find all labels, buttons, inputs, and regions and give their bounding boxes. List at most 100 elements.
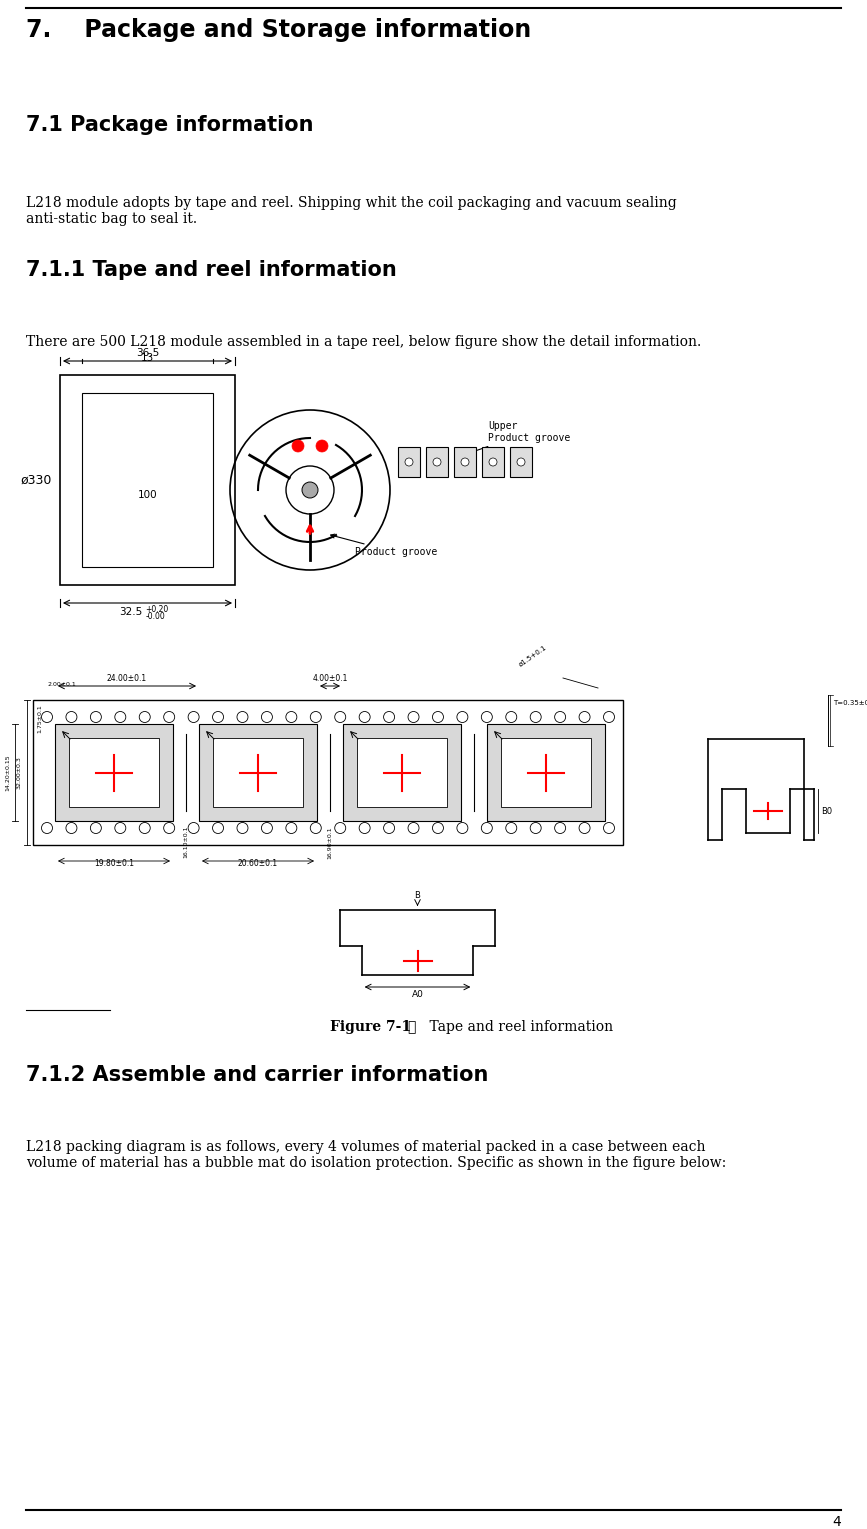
Circle shape <box>188 823 199 833</box>
Circle shape <box>335 711 346 723</box>
Text: 100: 100 <box>138 489 157 500</box>
Text: volume of material has a bubble mat do isolation protection. Specific as shown i: volume of material has a bubble mat do i… <box>26 1156 727 1170</box>
Bar <box>454 446 476 477</box>
Text: -0.00: -0.00 <box>146 612 166 621</box>
Circle shape <box>335 823 346 833</box>
Text: 16.10±0.1: 16.10±0.1 <box>184 826 188 858</box>
Circle shape <box>212 711 224 723</box>
Circle shape <box>505 823 517 833</box>
Circle shape <box>310 711 322 723</box>
Circle shape <box>555 823 565 833</box>
Text: 24.00±0.1: 24.00±0.1 <box>107 674 147 683</box>
Circle shape <box>481 823 492 833</box>
Text: 1.75±0.1: 1.75±0.1 <box>37 703 42 732</box>
Text: ø1.5+0.1: ø1.5+0.1 <box>518 644 548 668</box>
Circle shape <box>481 711 492 723</box>
Circle shape <box>237 711 248 723</box>
Text: 7.1.2 Assemble and carrier information: 7.1.2 Assemble and carrier information <box>26 1066 488 1086</box>
Circle shape <box>42 823 53 833</box>
Text: 7.1.1 Tape and reel information: 7.1.1 Tape and reel information <box>26 260 397 280</box>
Circle shape <box>286 711 297 723</box>
Bar <box>487 725 605 821</box>
Circle shape <box>433 711 443 723</box>
Bar <box>343 725 461 821</box>
Circle shape <box>212 823 224 833</box>
Circle shape <box>140 711 150 723</box>
Text: L218 module adopts by tape and reel. Shipping whit the coil packaging and vacuum: L218 module adopts by tape and reel. Shi… <box>26 196 677 209</box>
Circle shape <box>457 823 468 833</box>
Circle shape <box>302 482 318 498</box>
Circle shape <box>164 711 174 723</box>
Text: 4.00±0.1: 4.00±0.1 <box>312 674 348 683</box>
Circle shape <box>517 459 525 466</box>
Circle shape <box>140 823 150 833</box>
Text: Product groove: Product groove <box>330 534 437 558</box>
Text: 13: 13 <box>140 353 154 362</box>
Circle shape <box>405 459 413 466</box>
Text: B0: B0 <box>822 806 832 815</box>
Circle shape <box>316 440 328 453</box>
Text: 2.00±0.1: 2.00±0.1 <box>47 682 75 687</box>
Text: 7.    Package and Storage information: 7. Package and Storage information <box>26 18 531 41</box>
Circle shape <box>505 711 517 723</box>
Circle shape <box>383 823 394 833</box>
Circle shape <box>555 711 565 723</box>
Text: 16.90±0.1: 16.90±0.1 <box>328 826 333 859</box>
Circle shape <box>286 823 297 833</box>
Text: Figure 7-1: Figure 7-1 <box>330 1020 411 1034</box>
Circle shape <box>489 459 497 466</box>
Circle shape <box>114 711 126 723</box>
Circle shape <box>408 711 419 723</box>
Text: B: B <box>414 891 420 901</box>
Bar <box>482 446 504 477</box>
Circle shape <box>579 711 590 723</box>
Circle shape <box>408 823 419 833</box>
Bar <box>501 739 591 807</box>
Text: A0: A0 <box>412 989 423 998</box>
Text: +0.20: +0.20 <box>146 605 169 615</box>
Bar <box>60 375 235 586</box>
Bar <box>33 700 623 846</box>
Circle shape <box>531 823 541 833</box>
Circle shape <box>433 459 441 466</box>
Circle shape <box>383 711 394 723</box>
Bar <box>199 725 317 821</box>
Text: 20.60±0.1: 20.60±0.1 <box>238 859 278 868</box>
Bar <box>69 739 159 807</box>
Circle shape <box>66 711 77 723</box>
Circle shape <box>359 823 370 833</box>
Circle shape <box>433 823 443 833</box>
Circle shape <box>579 823 590 833</box>
Text: 32.00±0.3: 32.00±0.3 <box>17 755 22 789</box>
Text: There are 500 L218 module assembled in a tape reel, below figure show the detail: There are 500 L218 module assembled in a… <box>26 335 701 349</box>
Bar <box>55 725 173 821</box>
Circle shape <box>292 440 304 453</box>
Text: anti-static bag to seal it.: anti-static bag to seal it. <box>26 213 197 226</box>
Circle shape <box>310 823 322 833</box>
Circle shape <box>603 711 615 723</box>
Text: T=0.35±0.05: T=0.35±0.05 <box>833 700 867 706</box>
Circle shape <box>457 711 468 723</box>
Circle shape <box>603 823 615 833</box>
Circle shape <box>262 823 272 833</box>
Bar <box>398 446 420 477</box>
Circle shape <box>90 823 101 833</box>
Text: ：   Tape and reel information: ： Tape and reel information <box>408 1020 613 1034</box>
Bar <box>357 739 447 807</box>
Circle shape <box>114 823 126 833</box>
Text: 4: 4 <box>832 1515 841 1529</box>
Text: Upper
Product groove: Upper Product groove <box>462 420 570 456</box>
Circle shape <box>90 711 101 723</box>
Bar <box>510 446 532 477</box>
Text: 19.80±0.1: 19.80±0.1 <box>94 859 134 868</box>
Circle shape <box>531 711 541 723</box>
Circle shape <box>42 711 53 723</box>
Text: 32.5: 32.5 <box>120 607 142 618</box>
Text: L218 packing diagram is as follows, every 4 volumes of material packed in a case: L218 packing diagram is as follows, ever… <box>26 1141 706 1154</box>
Text: 14.20±0.15: 14.20±0.15 <box>5 754 10 790</box>
Circle shape <box>461 459 469 466</box>
Circle shape <box>359 711 370 723</box>
Circle shape <box>66 823 77 833</box>
Text: ø330: ø330 <box>21 474 52 486</box>
Bar <box>82 393 213 567</box>
